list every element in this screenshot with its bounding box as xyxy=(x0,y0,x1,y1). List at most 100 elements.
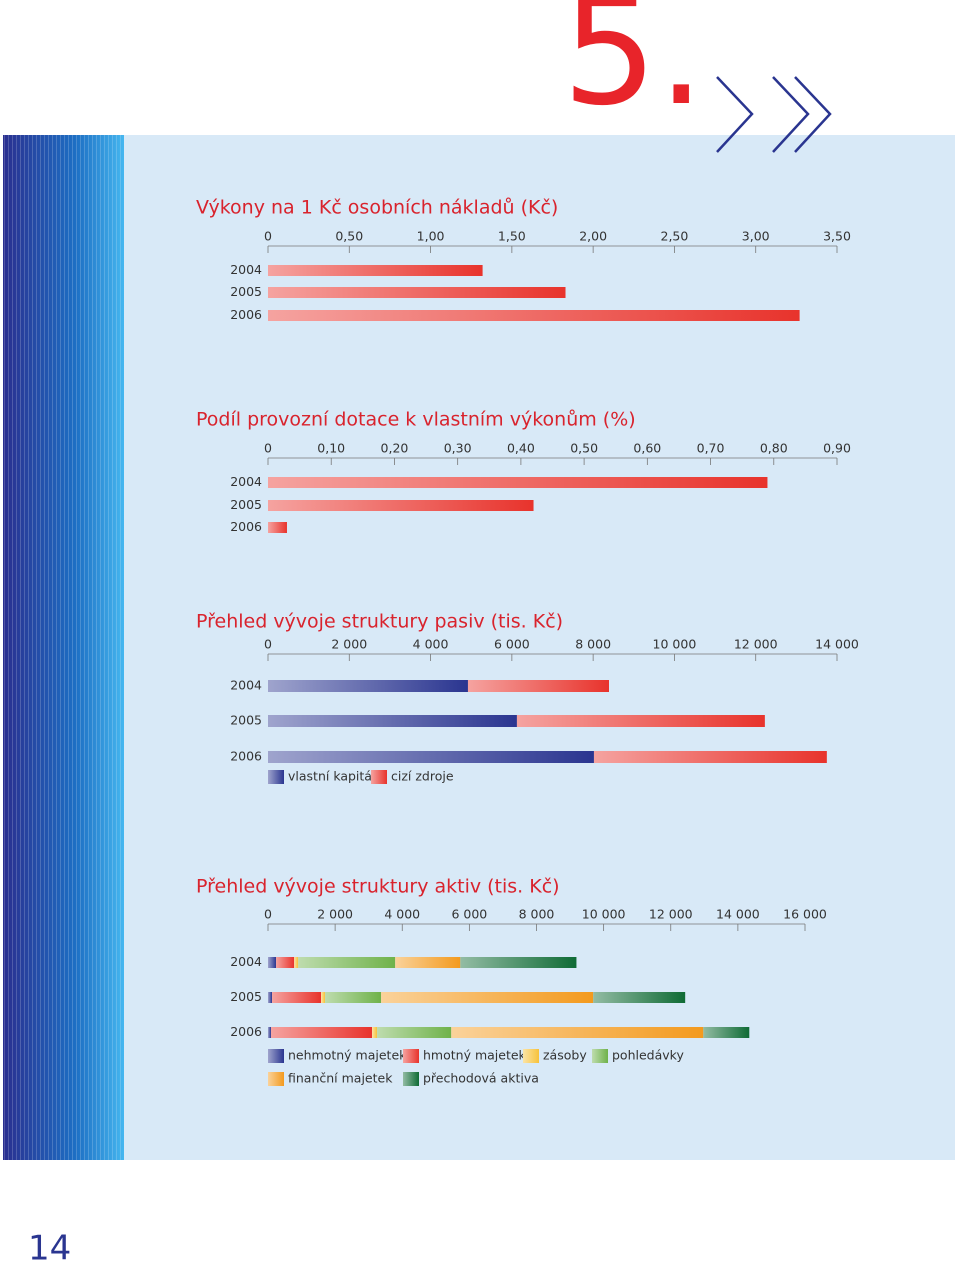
bar xyxy=(268,522,287,533)
x-tick-label: 0,20 xyxy=(381,441,409,456)
x-tick-label: 14 000 xyxy=(815,637,859,652)
bar-segment xyxy=(276,957,295,968)
category-label: 2006 xyxy=(230,749,262,764)
bar-segment xyxy=(268,992,273,1003)
category-label: 2004 xyxy=(230,262,262,277)
x-tick-label: 0 xyxy=(264,907,272,922)
bar-segment xyxy=(593,751,827,763)
category-label: 2005 xyxy=(230,989,262,1004)
legend-swatch xyxy=(268,1049,284,1063)
x-tick-label: 2,50 xyxy=(661,229,689,244)
bar-segment xyxy=(516,715,765,727)
x-tick-label: 3,50 xyxy=(823,229,851,244)
bar-segment xyxy=(460,957,577,968)
x-tick-label: 14 000 xyxy=(716,907,760,922)
bar-segment xyxy=(703,1027,750,1038)
bar xyxy=(268,287,566,298)
x-tick-label: 0,50 xyxy=(570,441,598,456)
chart-title: Přehled vývoje struktury aktiv (tis. Kč) xyxy=(196,876,560,898)
bar-segment xyxy=(321,992,326,1003)
legend-swatch xyxy=(371,770,387,784)
category-label: 2006 xyxy=(230,307,262,322)
x-tick-label: 0,60 xyxy=(633,441,661,456)
x-tick-label: 0,70 xyxy=(697,441,725,456)
x-tick-label: 0,10 xyxy=(317,441,345,456)
x-tick-label: 0,80 xyxy=(760,441,788,456)
x-tick-label: 4 000 xyxy=(413,637,449,652)
legend-label: pohledávky xyxy=(612,1048,684,1063)
x-tick-label: 0,90 xyxy=(823,441,851,456)
category-label: 2006 xyxy=(230,1024,262,1039)
chart-title: Výkony na 1 Kč osobních nákladů (Kč) xyxy=(196,197,558,219)
x-tick-label: 2 000 xyxy=(331,637,367,652)
bar-segment xyxy=(325,992,382,1003)
x-tick-label: 4 000 xyxy=(384,907,420,922)
legend-swatch xyxy=(268,1072,284,1086)
bar xyxy=(268,310,800,321)
x-tick-label: 6 000 xyxy=(451,907,487,922)
chapter-number: 5. xyxy=(562,0,705,139)
x-tick-label: 6 000 xyxy=(494,637,530,652)
legend-swatch xyxy=(523,1049,539,1063)
x-tick-label: 8 000 xyxy=(575,637,611,652)
legend-label: vlastní kapitál xyxy=(288,769,375,784)
x-tick-label: 12 000 xyxy=(649,907,693,922)
legend-label: finanční majetek xyxy=(288,1071,393,1086)
legend-label: přechodová aktiva xyxy=(423,1071,539,1086)
x-tick-label: 12 000 xyxy=(734,637,778,652)
x-tick-label: 1,00 xyxy=(417,229,445,244)
x-tick-label: 2 000 xyxy=(317,907,353,922)
x-tick-label: 16 000 xyxy=(783,907,827,922)
category-label: 2005 xyxy=(230,713,262,728)
x-tick-label: 0 xyxy=(264,441,272,456)
page-number: 14 xyxy=(28,1229,71,1265)
x-tick-label: 10 000 xyxy=(582,907,626,922)
bar-segment xyxy=(268,715,517,727)
x-tick-label: 0,40 xyxy=(507,441,535,456)
bar-segment xyxy=(381,992,594,1003)
bar-segment xyxy=(268,1027,272,1038)
legend-swatch xyxy=(403,1049,419,1063)
x-tick-label: 1,50 xyxy=(498,229,526,244)
x-tick-label: 3,00 xyxy=(742,229,770,244)
legend-swatch xyxy=(592,1049,608,1063)
legend-label: hmotný majetek xyxy=(423,1048,527,1063)
bar-segment xyxy=(268,680,468,692)
side-stripe-lines xyxy=(3,135,124,1160)
bar-segment xyxy=(294,957,299,968)
bar-segment xyxy=(272,992,322,1003)
x-tick-label: 8 000 xyxy=(519,907,555,922)
bar-segment xyxy=(467,680,609,692)
category-label: 2005 xyxy=(230,497,262,512)
chart-title: Podíl provozní dotace k vlastním výkonům… xyxy=(196,409,636,431)
x-tick-label: 2,00 xyxy=(579,229,607,244)
bar-segment xyxy=(395,957,461,968)
category-label: 2004 xyxy=(230,954,262,969)
bar-segment xyxy=(268,957,277,968)
legend-label: cizí zdroje xyxy=(391,769,454,784)
x-tick-label: 10 000 xyxy=(653,637,697,652)
bar-segment xyxy=(271,1027,373,1038)
legend-label: nehmotný majetek xyxy=(288,1048,407,1063)
x-tick-label: 0 xyxy=(264,229,272,244)
category-label: 2004 xyxy=(230,474,262,489)
bar-segment xyxy=(377,1027,452,1038)
bar-segment xyxy=(268,751,594,763)
category-label: 2005 xyxy=(230,284,262,299)
bar-segment xyxy=(298,957,396,968)
panel xyxy=(124,135,955,1160)
bar xyxy=(268,477,768,488)
bar xyxy=(268,500,534,511)
category-label: 2004 xyxy=(230,678,262,693)
legend-label: zásoby xyxy=(543,1048,587,1063)
bar-segment xyxy=(593,992,686,1003)
category-label: 2006 xyxy=(230,519,262,534)
legend-swatch xyxy=(268,770,284,784)
legend-swatch xyxy=(403,1072,419,1086)
bar xyxy=(268,265,483,276)
chevrons xyxy=(716,76,832,153)
x-tick-label: 0 xyxy=(264,637,272,652)
chart-title: Přehled vývoje struktury pasiv (tis. Kč) xyxy=(196,611,563,633)
x-tick-label: 0,30 xyxy=(444,441,472,456)
